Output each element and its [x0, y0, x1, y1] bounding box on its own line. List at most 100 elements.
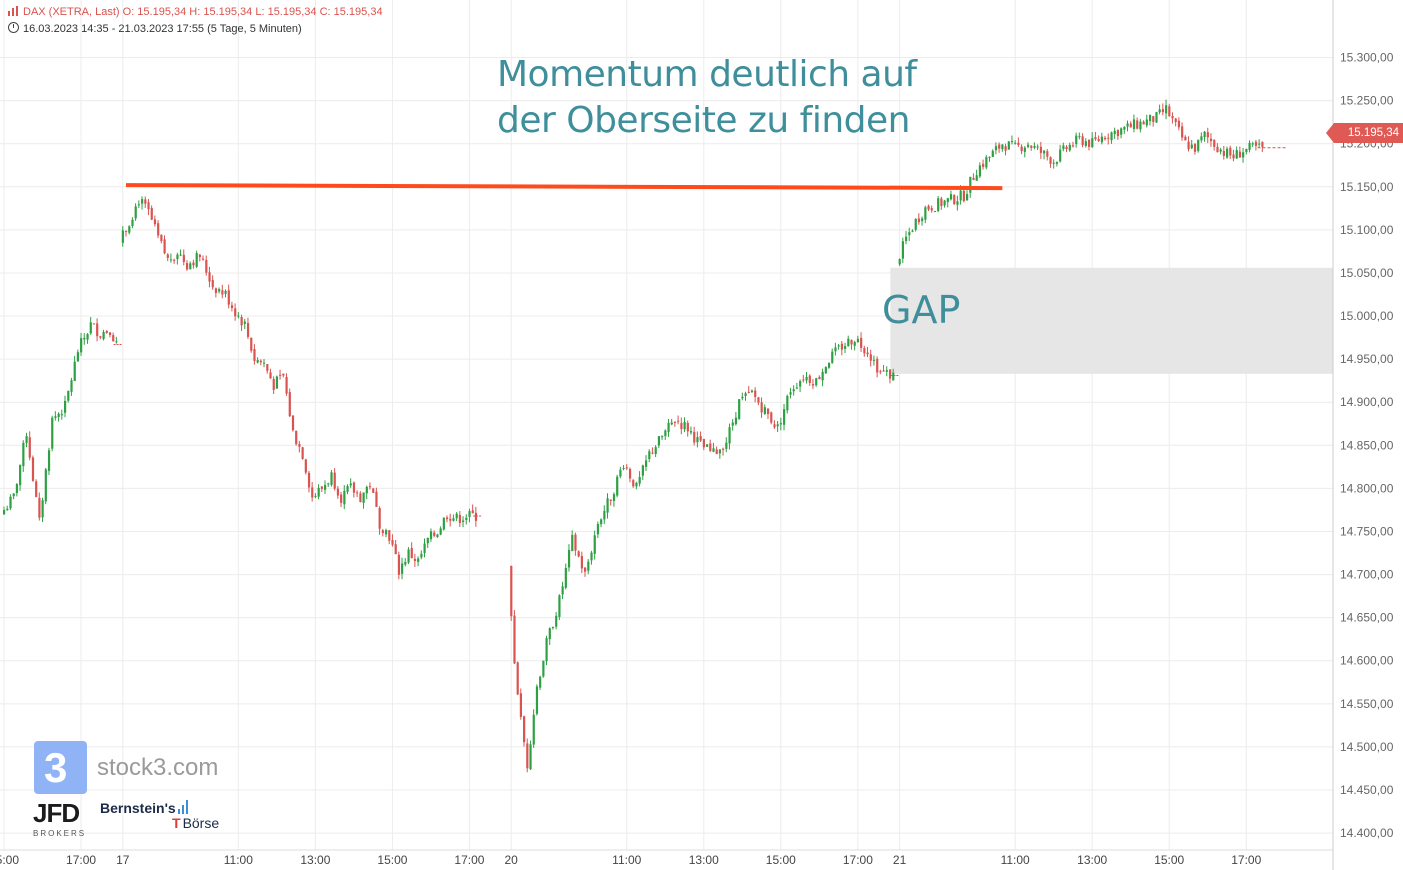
clock-icon [8, 22, 19, 33]
candle-body [1068, 144, 1071, 151]
candle-body [256, 360, 259, 363]
candle-body [211, 280, 214, 288]
candle-body [246, 323, 250, 337]
candle-body [548, 628, 551, 640]
candle-body [1039, 146, 1043, 153]
candle-body [645, 460, 648, 467]
x-tick-label: 11:00 [224, 853, 253, 867]
candle-body [1226, 148, 1229, 158]
candle-body [259, 360, 262, 363]
candle-body [619, 469, 622, 477]
candle-body [356, 492, 359, 494]
candle-body [439, 528, 442, 535]
candle-body [1097, 139, 1100, 141]
candle-body [738, 399, 741, 419]
candle-body [282, 373, 285, 376]
candle-body [404, 562, 407, 565]
range-text: 16.03.2023 14:35 - 21.03.2023 17:55 (5 T… [23, 23, 302, 35]
y-tick-label: 14.700,00 [1340, 568, 1394, 582]
resistance-line [125, 183, 1003, 191]
candle-body [304, 459, 307, 473]
candle-body [783, 409, 786, 425]
candle-body [786, 395, 789, 411]
candle-body [410, 547, 413, 559]
candle-body [324, 485, 327, 490]
candle-body [1046, 151, 1049, 157]
candle-body [1245, 148, 1248, 153]
candle-body [856, 338, 860, 343]
candle-body [407, 549, 410, 563]
candle-body [882, 370, 885, 372]
y-tick-label: 15.050,00 [1340, 266, 1394, 280]
candle-body [352, 482, 356, 493]
candle-body [1081, 136, 1084, 146]
candle-body [1043, 150, 1046, 154]
candle-body [1094, 137, 1097, 140]
candle-body [933, 211, 937, 213]
candle-body [1007, 141, 1010, 150]
candle-body [994, 146, 998, 151]
candle-body [96, 323, 99, 337]
candle-body [218, 289, 221, 292]
candle-body [805, 376, 808, 381]
candle-body [423, 543, 426, 553]
candle-body [372, 488, 375, 493]
candle-body [160, 234, 163, 242]
candle-body [860, 337, 863, 348]
candle-body [359, 493, 362, 502]
candle-body [185, 263, 189, 270]
x-tick-label: 15:00 [0, 853, 19, 867]
candle-body [596, 524, 600, 535]
candle-body [943, 200, 946, 206]
candle-body [1062, 145, 1065, 150]
candle-body [1049, 157, 1052, 164]
candle-body [1123, 126, 1126, 130]
candle-body [378, 508, 381, 529]
candle-body [253, 349, 256, 361]
y-tick-label: 14.500,00 [1340, 740, 1394, 754]
candle-body [641, 465, 644, 476]
candle-body [940, 198, 943, 207]
candle-body [827, 362, 831, 368]
candle-body [208, 272, 211, 282]
candle-body [1014, 142, 1017, 144]
candle-body [1142, 121, 1145, 125]
candle-body [169, 259, 173, 261]
candle-body [847, 338, 850, 347]
x-tick-label: 15:00 [377, 853, 407, 867]
candle-body [134, 206, 137, 219]
candle-body [988, 156, 991, 158]
candle-body [831, 351, 834, 363]
candle-body [214, 288, 218, 294]
candle-body [612, 494, 616, 502]
last-price-tag: 15.195,34 [1326, 123, 1403, 143]
candle-body [1126, 123, 1129, 127]
candle-body [70, 380, 73, 392]
candle-body [606, 498, 609, 513]
candle-body [1235, 150, 1238, 159]
candle-body [336, 488, 340, 496]
candle-body [163, 239, 166, 254]
candle-body [67, 390, 70, 401]
candle-body [121, 230, 124, 243]
candle-body [60, 414, 63, 416]
candle-body [561, 586, 564, 595]
candle-body [773, 424, 776, 428]
candle-body [89, 322, 92, 334]
candle-body [956, 201, 959, 205]
candle-body [949, 194, 953, 200]
candle-body [1229, 147, 1232, 156]
t-mark-icon: T [172, 815, 181, 831]
candle-body [879, 371, 882, 373]
candle-body [766, 408, 770, 414]
candle-body [179, 254, 182, 256]
candle-body [834, 347, 837, 352]
candle-body [1193, 143, 1197, 152]
candle-body [1219, 149, 1222, 152]
annotation-line-1: Momentum deutlich auf [497, 54, 917, 95]
candle-body [725, 442, 728, 449]
candle-body [603, 511, 606, 520]
candle-body [558, 595, 561, 617]
annotation-line-2: der Oberseite zu finden [497, 100, 910, 141]
